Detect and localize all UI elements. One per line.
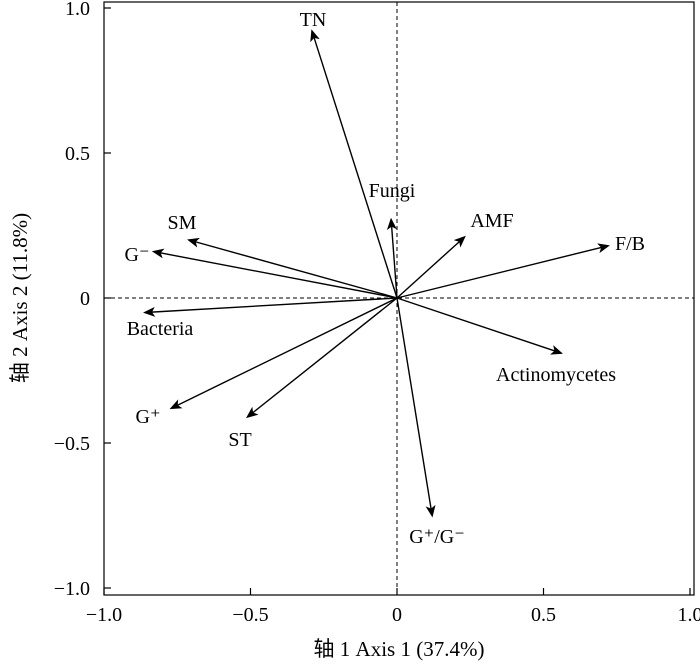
vector-label: AMF (470, 210, 513, 232)
y-tick-label: −1.0 (54, 578, 90, 600)
y-tick-label: 1.0 (65, 0, 90, 20)
vector-arrow (396, 243, 610, 299)
y-axis-title: 轴 2 Axis 2 (11.8%) (8, 213, 32, 383)
vector-arrow (386, 217, 398, 299)
y-tick-label: −0.5 (54, 433, 90, 455)
vector-label: ST (228, 429, 251, 451)
vector-arrow (169, 297, 398, 410)
vector-labels: TN Fungi AMF F/B SM G⁻ Bacteria G⁺ ST Actinomycet… (125, 9, 646, 548)
vector-arrow (396, 297, 436, 518)
x-tick-label: −1.0 (86, 604, 122, 626)
vector-arrow (143, 297, 398, 317)
vector-layer (143, 29, 610, 518)
vector-arrow (187, 237, 398, 299)
vector-label: G⁻ (125, 244, 150, 266)
vector-label: G⁺ (136, 406, 161, 428)
vector-arrow (246, 297, 398, 419)
vector-label: TN (300, 9, 327, 31)
x-axis-title: 轴 1 Axis 1 (37.4%) (314, 637, 485, 661)
vector-arrow (310, 29, 398, 299)
x-tick-label: 1.0 (678, 604, 700, 626)
y-tick-label: 0 (80, 288, 90, 310)
y-tick-label: 0.5 (65, 143, 90, 165)
x-tick-label: −0.5 (232, 604, 268, 626)
vector-label: G⁺/G⁻ (409, 526, 465, 548)
axis-ticks: −1.0 −0.5 0 0.5 1.0 1.0 0.5 0 −0.5 −1.0 (54, 0, 700, 626)
x-tick-label: 0 (392, 604, 402, 626)
vector-label: Actinomycetes (496, 364, 616, 386)
vector-label: Fungi (369, 180, 416, 202)
vector-label: Bacteria (127, 318, 194, 340)
vector-arrow (151, 248, 398, 299)
vector-label: SM (168, 212, 197, 234)
vector-arrow (396, 297, 563, 355)
vector-label: F/B (615, 233, 645, 255)
vector-arrow (396, 235, 466, 299)
x-tick-label: 0.5 (531, 604, 556, 626)
